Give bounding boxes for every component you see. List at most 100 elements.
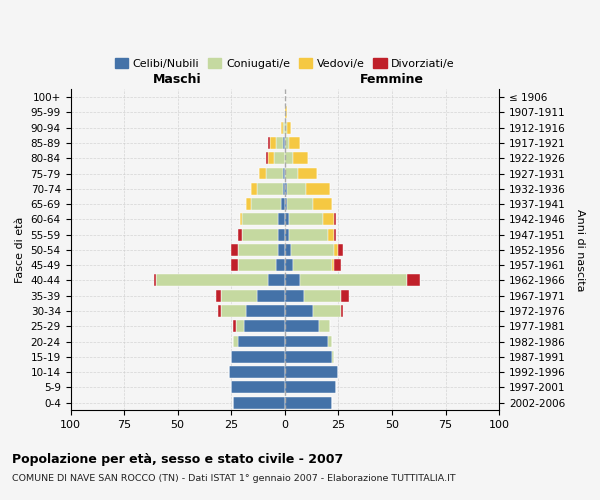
Bar — [231, 382, 285, 394]
Bar — [233, 396, 285, 408]
Text: Maschi: Maschi — [154, 74, 202, 86]
Bar — [238, 244, 278, 256]
Bar — [291, 244, 334, 256]
Bar — [283, 137, 285, 149]
Bar — [268, 274, 285, 286]
Bar — [285, 366, 338, 378]
Bar — [304, 290, 341, 302]
Bar — [293, 152, 308, 164]
Bar — [276, 137, 283, 149]
Bar — [257, 290, 285, 302]
Bar — [268, 137, 270, 149]
Bar — [259, 168, 266, 179]
Bar — [236, 320, 244, 332]
Bar — [233, 336, 238, 347]
Bar — [276, 259, 285, 271]
Legend: Celibi/Nubili, Coniugati/e, Vedovi/e, Divorziati/e: Celibi/Nubili, Coniugati/e, Vedovi/e, Di… — [110, 54, 459, 73]
Bar — [323, 214, 334, 226]
Bar — [221, 290, 257, 302]
Bar — [287, 183, 306, 194]
Bar — [306, 183, 330, 194]
Bar — [285, 320, 319, 332]
Bar — [283, 122, 285, 134]
Bar — [313, 305, 341, 317]
Bar — [268, 152, 274, 164]
Text: Popolazione per età, sesso e stato civile - 2007: Popolazione per età, sesso e stato civil… — [12, 452, 343, 466]
Bar — [257, 183, 283, 194]
Bar — [285, 259, 293, 271]
Bar — [285, 290, 304, 302]
Bar — [283, 168, 285, 179]
Bar — [289, 137, 300, 149]
Bar — [244, 320, 285, 332]
Bar — [285, 244, 291, 256]
Bar — [334, 228, 336, 240]
Bar — [266, 168, 283, 179]
Bar — [283, 183, 285, 194]
Bar — [289, 214, 323, 226]
Bar — [218, 305, 221, 317]
Bar — [238, 336, 285, 347]
Bar — [332, 259, 334, 271]
Bar — [285, 122, 287, 134]
Bar — [285, 198, 287, 210]
Bar — [334, 244, 338, 256]
Bar — [341, 305, 343, 317]
Bar — [285, 168, 298, 179]
Bar — [229, 366, 285, 378]
Bar — [285, 106, 287, 118]
Bar — [300, 274, 407, 286]
Bar — [278, 244, 285, 256]
Bar — [278, 228, 285, 240]
Bar — [285, 274, 300, 286]
Bar — [332, 351, 334, 363]
Bar — [246, 305, 285, 317]
Bar — [285, 152, 293, 164]
Y-axis label: Fasce di età: Fasce di età — [15, 216, 25, 283]
Bar — [338, 244, 343, 256]
Bar — [341, 290, 349, 302]
Y-axis label: Anni di nascita: Anni di nascita — [575, 208, 585, 291]
Bar — [285, 183, 287, 194]
Bar — [233, 320, 236, 332]
Bar — [154, 274, 156, 286]
Bar — [231, 259, 238, 271]
Bar — [240, 214, 242, 226]
Bar — [289, 228, 328, 240]
Bar — [251, 183, 257, 194]
Bar — [242, 228, 278, 240]
Bar — [328, 228, 334, 240]
Bar — [407, 274, 420, 286]
Bar — [285, 137, 289, 149]
Bar — [293, 259, 332, 271]
Bar — [231, 244, 238, 256]
Bar — [156, 274, 268, 286]
Bar — [285, 396, 332, 408]
Bar — [285, 305, 313, 317]
Bar — [231, 351, 285, 363]
Bar — [274, 152, 285, 164]
Bar — [285, 214, 289, 226]
Bar — [287, 122, 291, 134]
Bar — [246, 198, 251, 210]
Bar — [287, 198, 313, 210]
Bar — [242, 214, 278, 226]
Bar — [298, 168, 317, 179]
Bar — [319, 320, 330, 332]
Bar — [216, 290, 221, 302]
Bar — [251, 198, 281, 210]
Text: COMUNE DI NAVE SAN ROCCO (TN) - Dati ISTAT 1° gennaio 2007 - Elaborazione TUTTIT: COMUNE DI NAVE SAN ROCCO (TN) - Dati IST… — [12, 474, 455, 483]
Bar — [328, 336, 332, 347]
Bar — [285, 382, 336, 394]
Bar — [313, 198, 332, 210]
Bar — [266, 152, 268, 164]
Bar — [238, 228, 242, 240]
Bar — [281, 122, 283, 134]
Bar — [285, 351, 332, 363]
Bar — [285, 228, 289, 240]
Bar — [281, 198, 285, 210]
Bar — [278, 214, 285, 226]
Bar — [285, 336, 328, 347]
Bar — [270, 137, 276, 149]
Bar — [334, 259, 341, 271]
